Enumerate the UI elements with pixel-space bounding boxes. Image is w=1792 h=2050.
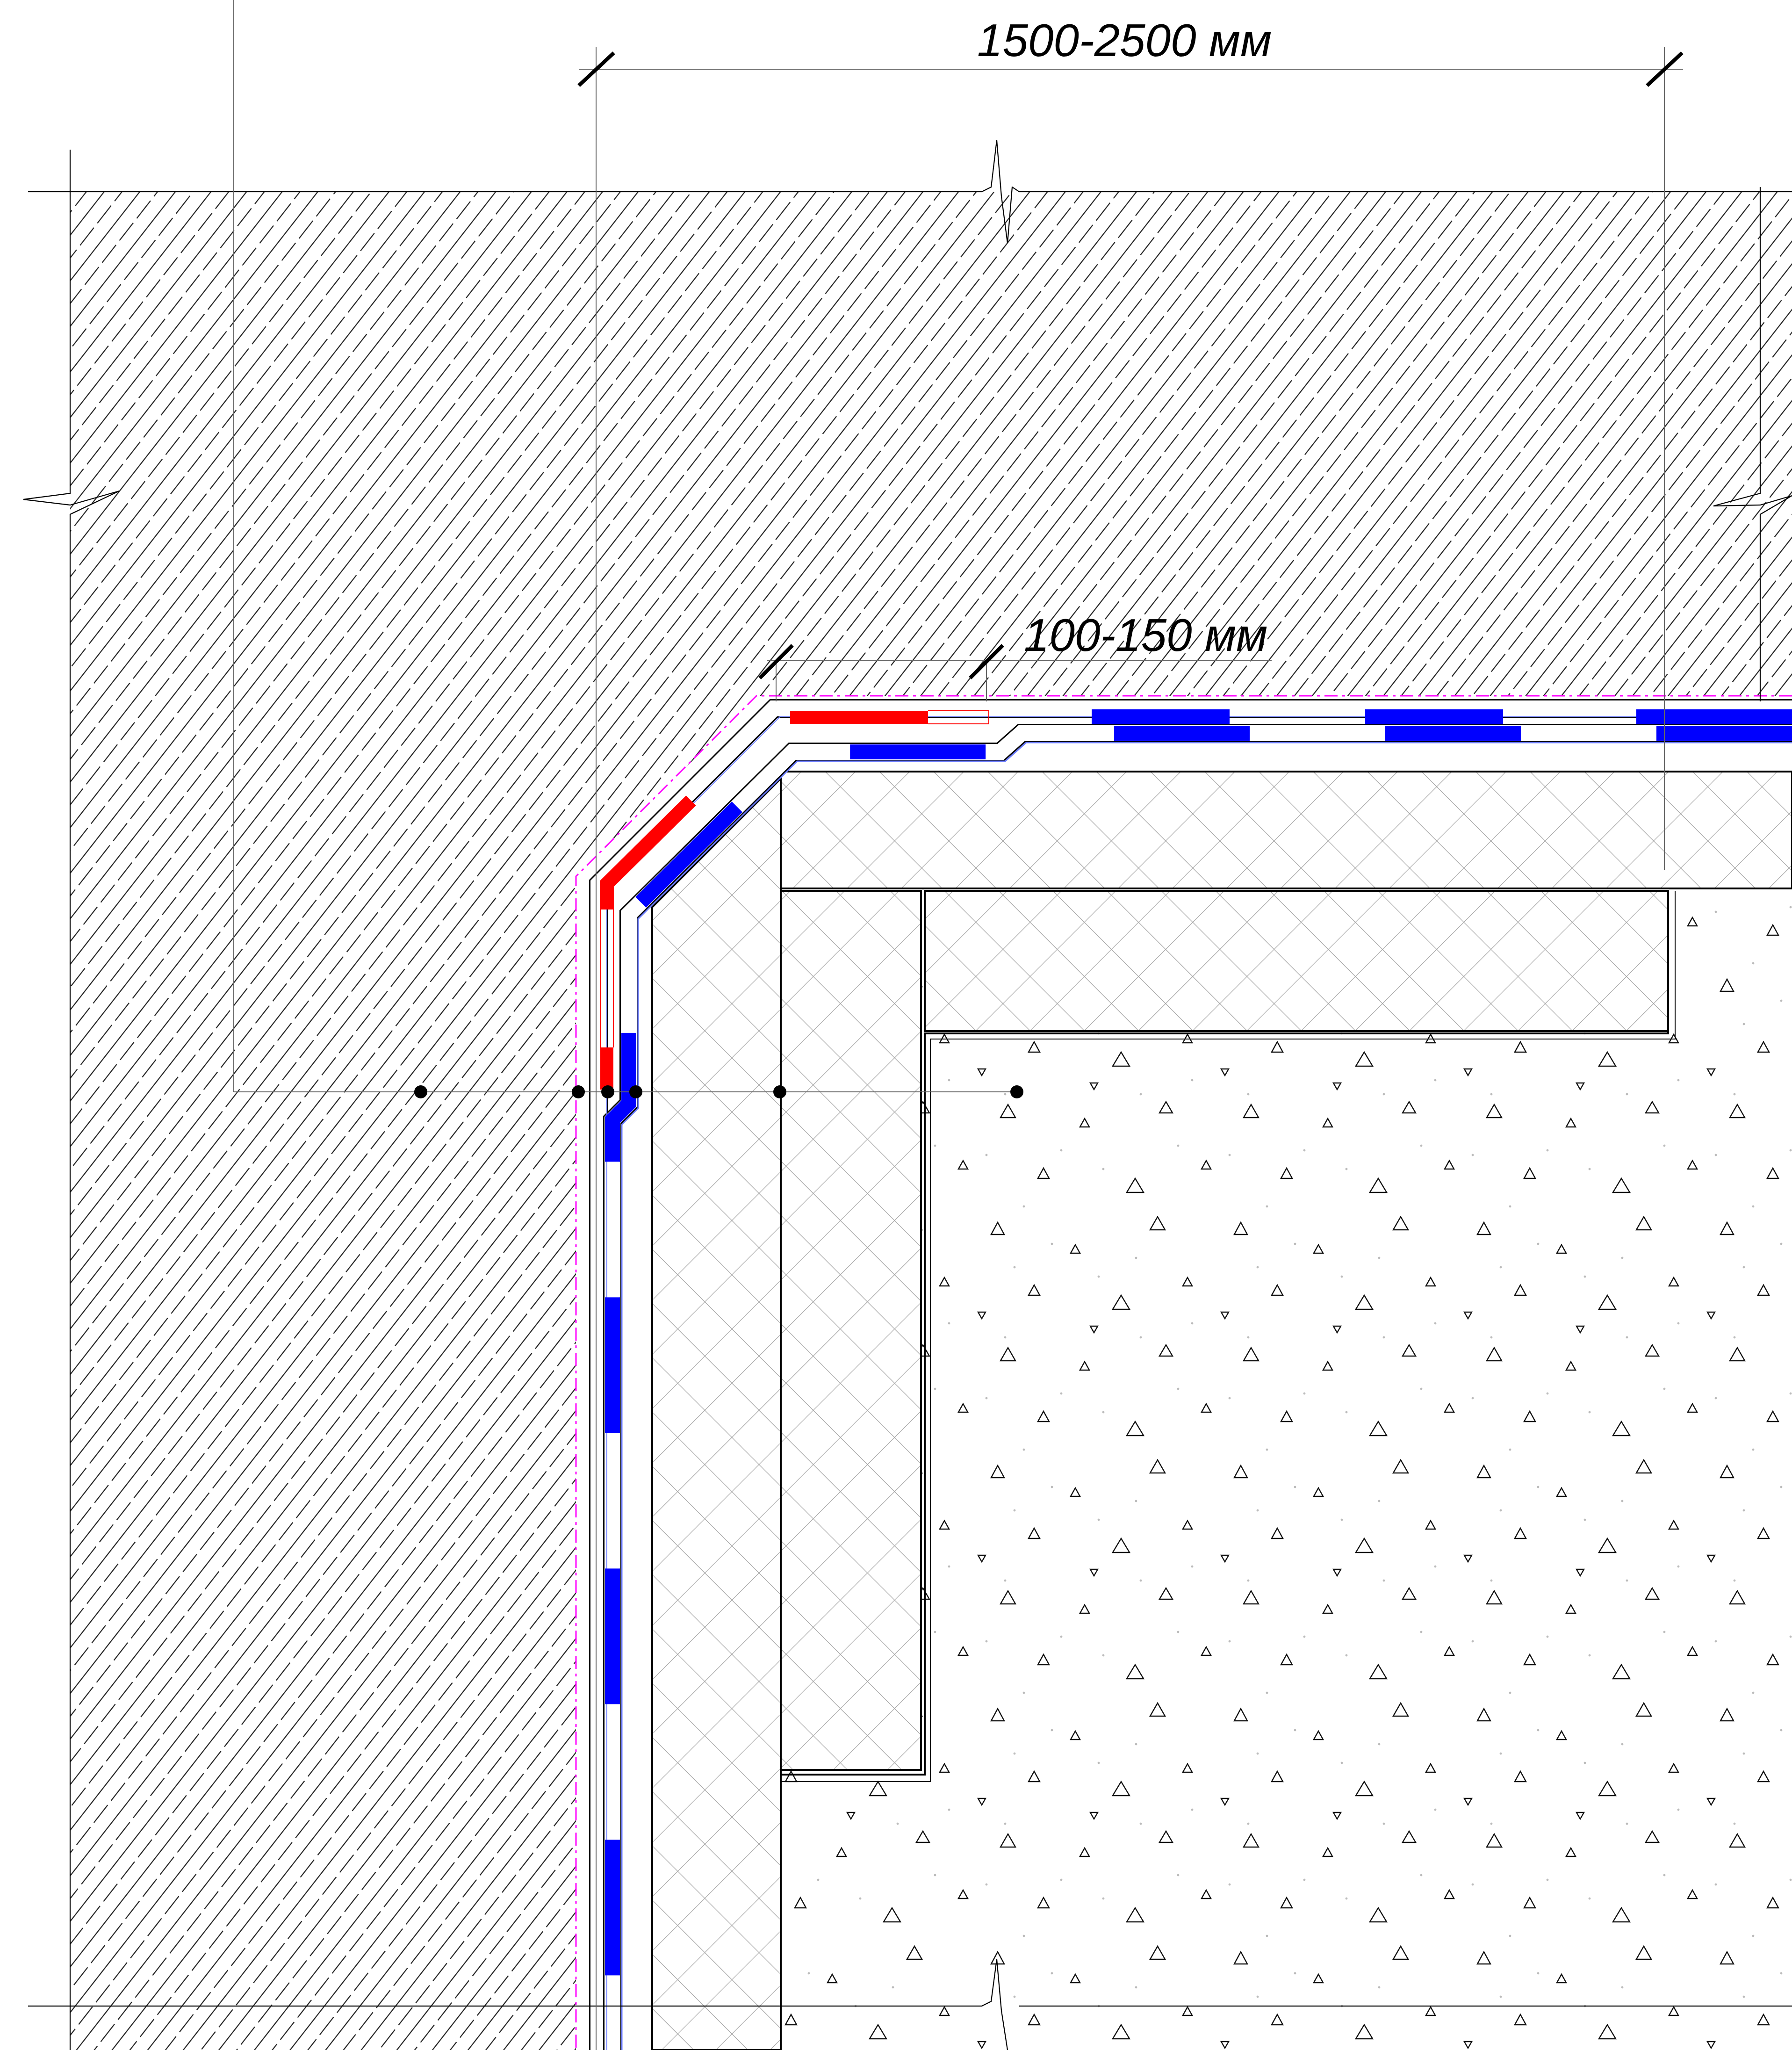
red-strip-horizontal [790,711,928,724]
red-strip-outline [928,710,989,724]
red-strip-vertical-outline [600,910,614,1047]
concrete-slab [781,888,1792,2050]
dimension-ticks [577,51,1684,679]
reference-lines [23,140,1792,2050]
soil-hatched-area [70,192,1792,2050]
slab-edge-outline-inner [781,891,1676,1782]
insulation-top-layer [780,771,1792,889]
thin-guide-line [621,742,1792,2050]
dimension-label-inner: 100-150 мм [1024,609,1267,661]
insulation-slab-board [924,890,1669,1032]
slab-edge-outline [781,891,1669,1776]
red-strip-vertical [600,1047,613,1090]
construction-lines [233,0,1683,2050]
dimension-label-outer: 1500-2500 мм [977,14,1272,66]
protective-membrane-line [575,695,1792,2050]
dimension-points [414,1085,1023,1098]
insulation-wall-inner-layer [651,776,782,2050]
waterproofing-blue-inner [605,726,1792,2050]
red-strip-diagonal [600,795,696,910]
reinforcement-strips [600,710,989,1090]
insulation-wall-board [780,890,922,1771]
insulation-boards [651,771,1792,2050]
